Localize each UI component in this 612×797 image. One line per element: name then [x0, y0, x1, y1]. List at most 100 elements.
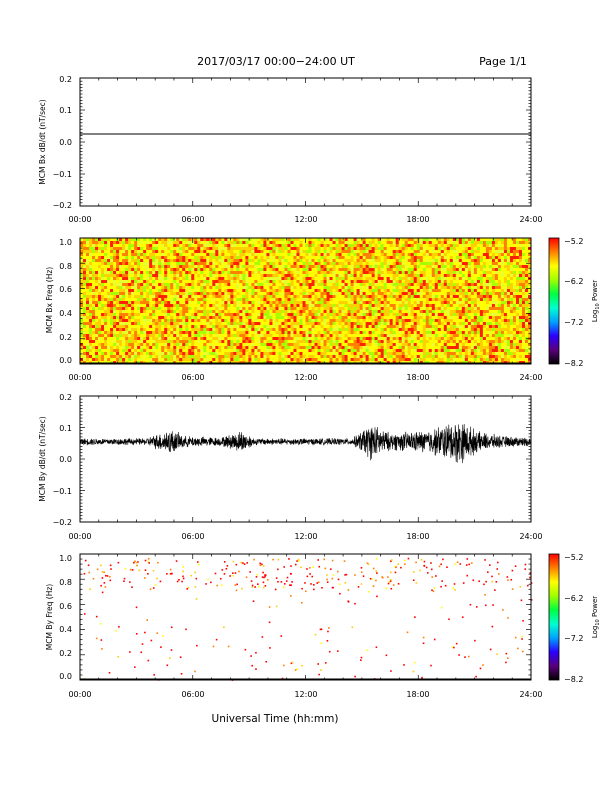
- heatmap-cell: [287, 292, 290, 295]
- heatmap-cell: [221, 301, 224, 304]
- heatmap-cell: [125, 289, 128, 292]
- heatmap-cell: [224, 310, 227, 313]
- heatmap-cell: [275, 268, 278, 271]
- heatmap-cell: [152, 331, 155, 334]
- heatmap-cell: [227, 304, 230, 307]
- heatmap-cell: [179, 259, 182, 262]
- heatmap-cell: [348, 286, 351, 289]
- heatmap-cell: [293, 349, 296, 352]
- heatmap-cell: [399, 355, 402, 358]
- heatmap-cell: [369, 304, 372, 307]
- heatmap-cell: [417, 268, 420, 271]
- heatmap-cell: [194, 265, 197, 268]
- heatmap-cell: [315, 280, 318, 283]
- heatmap-cell: [188, 313, 191, 316]
- heatmap-cell: [345, 292, 348, 295]
- heatmap-cell: [128, 355, 131, 358]
- heatmap-cell: [89, 253, 92, 256]
- heatmap-cell: [161, 310, 164, 313]
- heatmap-cell: [393, 271, 396, 274]
- heatmap-cell: [336, 295, 339, 298]
- heatmap-cell: [333, 241, 336, 244]
- heatmap-cell: [197, 268, 200, 271]
- heatmap-cell: [203, 253, 206, 256]
- heatmap-cell: [312, 352, 315, 355]
- heatmap-cell: [375, 274, 378, 277]
- heatmap-cell: [167, 328, 170, 331]
- heatmap-cell: [363, 310, 366, 313]
- heatmap-cell: [378, 340, 381, 343]
- heatmap-cell: [200, 259, 203, 262]
- heatmap-cell: [327, 256, 330, 259]
- heatmap-cell: [336, 322, 339, 325]
- heatmap-cell: [188, 352, 191, 355]
- heatmap-cell: [134, 244, 137, 247]
- heatmap-cell: [306, 253, 309, 256]
- heatmap-cell: [89, 313, 92, 316]
- heatmap-cell: [125, 322, 128, 325]
- heatmap-cell: [257, 316, 260, 319]
- heatmap-cell: [248, 307, 251, 310]
- heatmap-cell: [375, 250, 378, 253]
- heatmap-cell: [408, 343, 411, 346]
- heatmap-cell: [405, 316, 408, 319]
- heatmap-cell: [290, 247, 293, 250]
- heatmap-cell: [113, 292, 116, 295]
- heatmap-cell: [278, 265, 281, 268]
- heatmap-cell: [296, 301, 299, 304]
- heatmap-cell: [387, 292, 390, 295]
- heatmap-cell: [290, 289, 293, 292]
- heatmap-cell: [227, 322, 230, 325]
- heatmap-cell: [149, 301, 152, 304]
- heatmap-cell: [116, 304, 119, 307]
- heatmap-cell: [197, 349, 200, 352]
- heatmap-cell: [173, 343, 176, 346]
- heatmap-cell: [290, 307, 293, 310]
- heatmap-cell: [333, 346, 336, 349]
- heatmap-cell: [110, 286, 113, 289]
- heatmap-cell: [140, 283, 143, 286]
- heatmap-cell: [122, 337, 125, 340]
- heatmap-cell: [293, 301, 296, 304]
- heatmap-cell: [137, 268, 140, 271]
- heatmap-cell: [342, 256, 345, 259]
- heatmap-cell: [95, 358, 98, 361]
- heatmap-cell: [254, 283, 257, 286]
- heatmap-cell: [378, 247, 381, 250]
- heatmap-cell: [200, 289, 203, 292]
- heatmap-cell: [266, 322, 269, 325]
- heatmap-cell: [275, 301, 278, 304]
- heatmap-cell: [98, 355, 101, 358]
- heatmap-cell: [137, 319, 140, 322]
- heatmap-cell: [104, 328, 107, 331]
- heatmap-cell: [426, 244, 429, 247]
- heatmap-cell: [423, 277, 426, 280]
- heatmap-cell: [312, 241, 315, 244]
- heatmap-cell: [330, 250, 333, 253]
- heatmap-cell: [339, 295, 342, 298]
- heatmap-cell: [275, 340, 278, 343]
- heatmap-cell: [212, 355, 215, 358]
- heatmap-cell: [369, 268, 372, 271]
- heatmap-cell: [414, 247, 417, 250]
- heatmap-cell: [113, 250, 116, 253]
- heatmap-cell: [116, 286, 119, 289]
- heatmap-cell: [408, 358, 411, 361]
- heatmap-cell: [155, 253, 158, 256]
- heatmap-cell: [191, 340, 194, 343]
- heatmap-cell: [351, 307, 354, 310]
- heatmap-cell: [227, 280, 230, 283]
- heatmap-cell: [134, 256, 137, 259]
- heatmap-cell: [336, 268, 339, 271]
- heatmap-cell: [143, 346, 146, 349]
- heatmap-cell: [345, 256, 348, 259]
- heatmap-cell: [393, 253, 396, 256]
- heatmap-cell: [281, 283, 284, 286]
- heatmap-cell: [260, 262, 263, 265]
- heatmap-cell: [281, 241, 284, 244]
- heatmap-cell: [119, 328, 122, 331]
- heatmap-cell: [140, 301, 143, 304]
- heatmap-cell: [396, 337, 399, 340]
- heatmap-cell: [101, 289, 104, 292]
- heatmap-cell: [275, 346, 278, 349]
